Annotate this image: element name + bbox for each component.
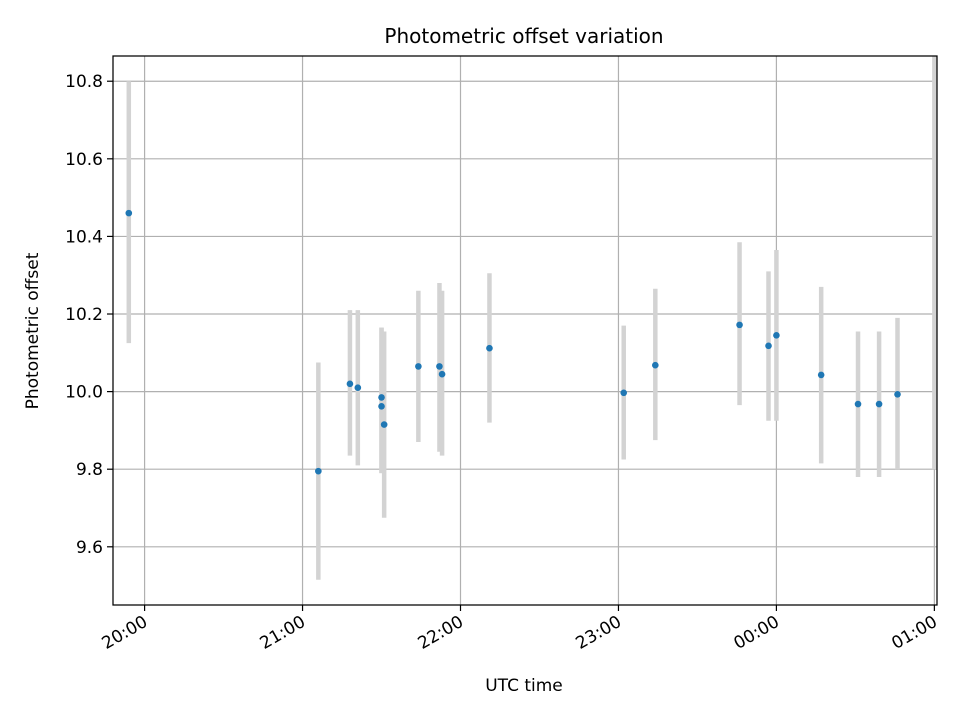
data-point bbox=[315, 467, 322, 475]
data-point bbox=[875, 400, 883, 408]
data-point bbox=[736, 321, 743, 329]
y-tick-label: 9.6 bbox=[76, 538, 103, 558]
data-point bbox=[894, 391, 901, 398]
data-point bbox=[765, 342, 772, 350]
data-point bbox=[378, 394, 385, 401]
chart-title: Photometric offset variation bbox=[384, 24, 663, 48]
data-point bbox=[652, 361, 659, 369]
data-point bbox=[415, 363, 422, 370]
y-tick-label: 10.4 bbox=[65, 227, 103, 247]
data-point bbox=[817, 371, 825, 379]
data-point bbox=[486, 344, 493, 352]
data-point bbox=[438, 370, 446, 378]
data-point bbox=[620, 389, 628, 397]
y-tick-label: 10.2 bbox=[65, 305, 103, 325]
y-tick-label: 9.8 bbox=[76, 460, 103, 480]
data-points bbox=[125, 209, 901, 475]
data-point bbox=[773, 332, 780, 339]
y-tick-label: 10.0 bbox=[65, 383, 103, 403]
x-axis-label: UTC time bbox=[485, 676, 563, 696]
data-point bbox=[378, 403, 385, 410]
y-tick-label: 10.6 bbox=[65, 150, 103, 170]
data-point bbox=[354, 384, 362, 392]
data-point bbox=[125, 209, 133, 217]
grid-lines bbox=[113, 56, 937, 605]
plot-frame bbox=[112, 55, 938, 606]
data-point bbox=[854, 400, 862, 408]
y-axis-label: Photometric offset bbox=[23, 252, 43, 409]
data-point bbox=[380, 421, 388, 428]
data-point bbox=[436, 363, 443, 370]
data-point bbox=[346, 380, 354, 388]
y-tick-label: 10.8 bbox=[65, 72, 103, 92]
